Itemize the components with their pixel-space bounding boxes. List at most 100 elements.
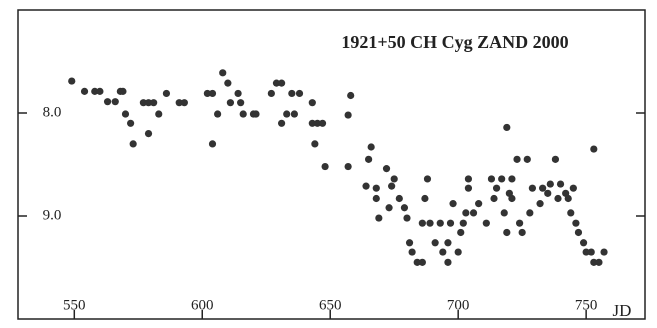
point: [413, 258, 421, 266]
point: [237, 99, 245, 107]
point: [382, 165, 391, 173]
point: [475, 200, 483, 208]
point: [569, 184, 577, 192]
point: [400, 204, 409, 212]
point: [436, 219, 444, 227]
point: [582, 248, 590, 256]
point: [503, 123, 511, 132]
point: [375, 214, 383, 222]
point: [119, 87, 127, 95]
point: [408, 248, 416, 256]
point: [80, 87, 89, 95]
point: [214, 110, 222, 118]
point: [208, 140, 217, 148]
point: [421, 194, 429, 203]
y-tick-label: 8.0: [43, 104, 62, 120]
point: [508, 194, 516, 203]
x-tick-label: 600: [191, 297, 214, 313]
point: [556, 180, 565, 188]
plot-frame: [17, 9, 646, 320]
chart-title: 1921+50 CH Cyg ZAND 2000: [341, 32, 568, 52]
point: [111, 98, 119, 106]
point: [267, 89, 275, 98]
point: [395, 194, 403, 203]
point: [321, 162, 329, 171]
point: [539, 184, 547, 192]
point: [224, 79, 232, 87]
point: [144, 130, 153, 138]
point: [155, 110, 163, 118]
point: [498, 175, 506, 183]
x-tick-label: 550: [63, 297, 86, 313]
point: [564, 194, 572, 203]
point: [308, 99, 316, 107]
point: [96, 87, 104, 95]
point: [283, 110, 291, 118]
point: [546, 180, 554, 188]
point: [516, 219, 524, 227]
point: [523, 155, 531, 163]
point: [295, 89, 304, 98]
point: [203, 89, 211, 98]
point: [385, 204, 393, 212]
point: [162, 89, 171, 98]
point: [344, 162, 352, 171]
point: [277, 119, 286, 127]
x-axis-label: JD: [613, 301, 632, 320]
point: [365, 155, 373, 163]
x-tick-label: 650: [319, 297, 342, 313]
point: [574, 228, 583, 237]
point: [405, 239, 414, 247]
point: [344, 111, 352, 119]
x-tick-label: 700: [447, 297, 470, 313]
point: [347, 91, 355, 100]
point: [459, 219, 467, 227]
point: [234, 89, 242, 98]
point: [454, 248, 462, 256]
point: [513, 155, 521, 163]
point: [129, 140, 137, 148]
point: [68, 77, 76, 85]
point: [579, 239, 588, 247]
point: [226, 99, 235, 107]
point: [311, 140, 319, 148]
point: [464, 175, 473, 183]
point: [554, 194, 562, 203]
point: [272, 79, 281, 87]
point: [313, 119, 322, 127]
point: [518, 228, 526, 237]
point: [508, 175, 516, 183]
point: [439, 248, 447, 256]
point: [139, 99, 147, 107]
point: [219, 69, 227, 77]
point: [423, 175, 432, 183]
point: [362, 182, 370, 190]
point: [544, 189, 552, 197]
point: [372, 194, 380, 203]
point: [121, 110, 130, 118]
point: [431, 239, 439, 247]
point: [388, 182, 396, 190]
point: [252, 110, 260, 118]
point: [503, 228, 511, 237]
point: [127, 119, 135, 127]
point: [372, 184, 380, 192]
point: [103, 98, 112, 106]
point: [482, 219, 490, 227]
point: [528, 184, 536, 192]
point: [572, 219, 580, 227]
point: [91, 87, 99, 95]
point: [239, 110, 247, 118]
point: [600, 248, 608, 256]
point: [403, 214, 411, 222]
point: [288, 89, 296, 98]
point: [426, 219, 434, 227]
point: [469, 209, 478, 217]
point: [290, 110, 298, 118]
point: [446, 219, 455, 227]
point: [587, 248, 595, 256]
point: [150, 99, 158, 107]
point: [492, 184, 501, 192]
